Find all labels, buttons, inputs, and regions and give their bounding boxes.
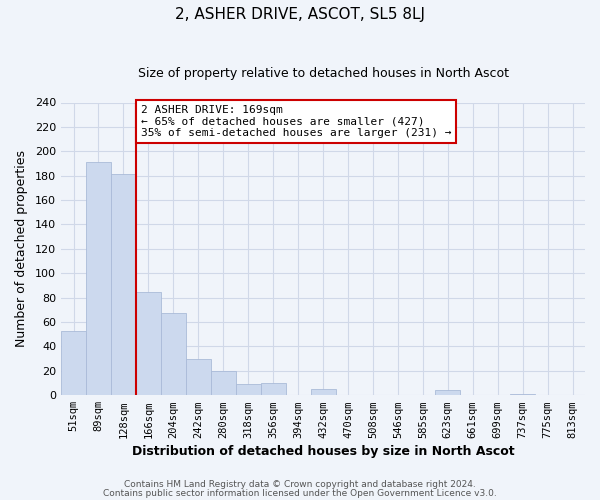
Bar	[311, 389, 335, 395]
Bar	[510, 394, 535, 395]
Text: Contains public sector information licensed under the Open Government Licence v3: Contains public sector information licen…	[103, 488, 497, 498]
Bar	[111, 174, 136, 395]
Text: 2 ASHER DRIVE: 169sqm
← 65% of detached houses are smaller (427)
35% of semi-det: 2 ASHER DRIVE: 169sqm ← 65% of detached …	[141, 105, 451, 138]
Text: 2, ASHER DRIVE, ASCOT, SL5 8LJ: 2, ASHER DRIVE, ASCOT, SL5 8LJ	[175, 8, 425, 22]
Y-axis label: Number of detached properties: Number of detached properties	[15, 150, 28, 348]
Bar	[161, 314, 186, 395]
Bar	[236, 384, 260, 395]
Bar	[436, 390, 460, 395]
Text: Contains HM Land Registry data © Crown copyright and database right 2024.: Contains HM Land Registry data © Crown c…	[124, 480, 476, 489]
Bar	[211, 371, 236, 395]
X-axis label: Distribution of detached houses by size in North Ascot: Distribution of detached houses by size …	[132, 444, 514, 458]
Bar	[260, 383, 286, 395]
Bar	[136, 292, 161, 395]
Bar	[61, 330, 86, 395]
Bar	[86, 162, 111, 395]
Bar	[186, 358, 211, 395]
Title: Size of property relative to detached houses in North Ascot: Size of property relative to detached ho…	[137, 68, 509, 80]
